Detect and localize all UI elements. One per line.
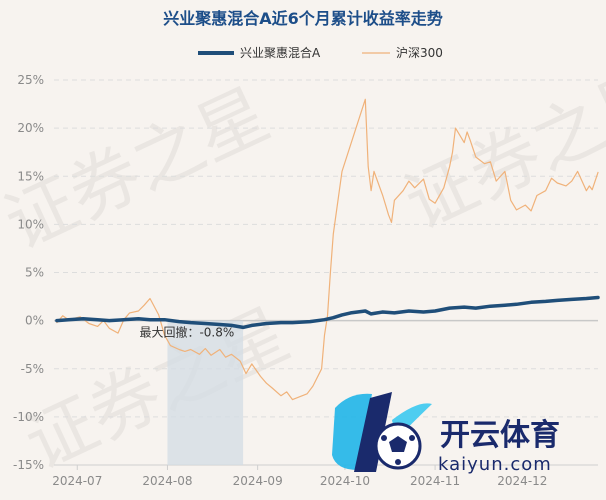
watermark-text-3: 证券之星 xyxy=(393,53,606,246)
chart-title: 兴业聚惠混合A近6个月累计收益率走势 xyxy=(163,9,443,28)
y-tick-label: -10% xyxy=(13,410,44,424)
y-tick-label: -15% xyxy=(13,458,44,472)
kaiyun-logo-en: kaiyun.com xyxy=(438,454,552,475)
legend-label-hs300: 沪深300 xyxy=(396,46,443,60)
x-tick-label: 2024-09 xyxy=(233,474,283,488)
x-tick-label: 2024-11 xyxy=(410,474,460,488)
series-line-fund xyxy=(55,295,600,330)
kaiyun-logo-emblem xyxy=(332,392,432,472)
y-tick-label: 5% xyxy=(25,266,44,280)
y-tick-label: 25% xyxy=(17,73,44,87)
legend-label-fund: 兴业聚惠混合A xyxy=(240,45,321,60)
y-tick-label: 0% xyxy=(25,314,44,328)
legend: 兴业聚惠混合A 沪深300 xyxy=(198,45,443,60)
x-tick-label: 2024-08 xyxy=(142,474,192,488)
x-tick-label: 2024-07 xyxy=(52,474,102,488)
y-tick-label: 10% xyxy=(17,217,44,231)
y-tick-label: 15% xyxy=(17,169,44,183)
max-drawdown-band xyxy=(167,320,244,465)
x-tick-label: 2024-10 xyxy=(320,474,370,488)
x-tick-label: 2024-12 xyxy=(497,474,547,488)
y-tick-label: -5% xyxy=(21,362,44,376)
kaiyun-logo: 开云体育 kaiyun.com xyxy=(332,392,560,475)
y-tick-label: 20% xyxy=(17,121,44,135)
max-drawdown-rect xyxy=(167,320,244,465)
series-line-hs300 xyxy=(56,98,599,401)
kaiyun-logo-cn: 开云体育 xyxy=(440,418,560,453)
x-axis-ticks: 2024-07 2024-08 2024-09 2024-10 2024-11 2024-… xyxy=(52,464,598,488)
max-drawdown-label: 最大回撤：-0.8% xyxy=(139,325,234,340)
series-lines xyxy=(55,98,600,401)
y-axis-ticks: 25% 20% 15% 10% 5% 0% -5% -10% -15% xyxy=(13,73,44,472)
